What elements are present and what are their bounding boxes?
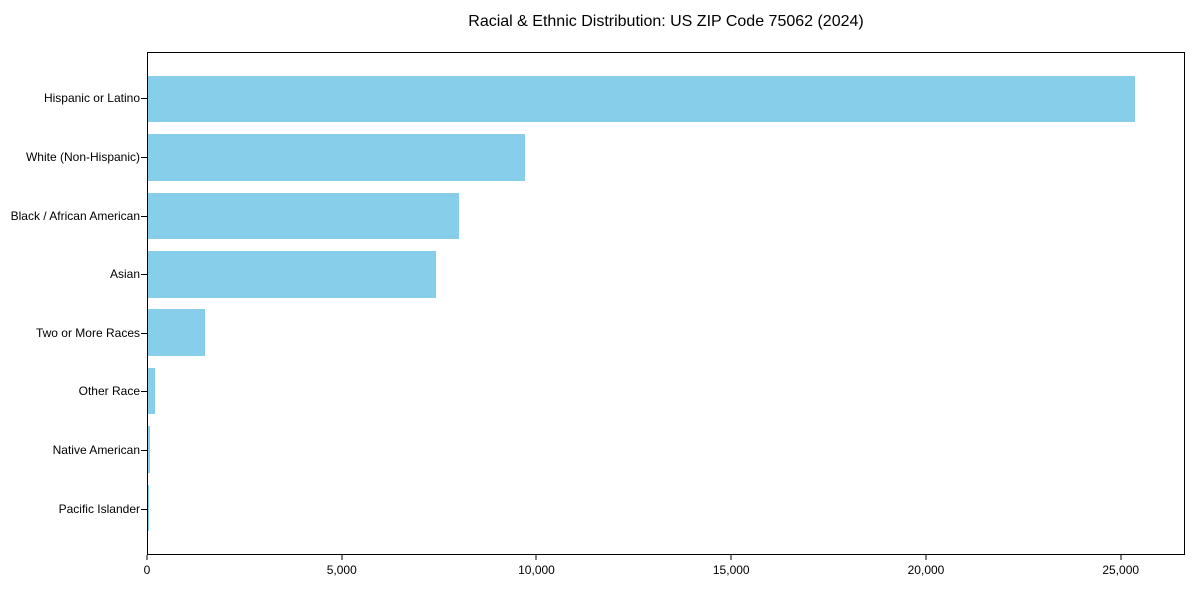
y-tick-label: Pacific Islander bbox=[58, 501, 140, 516]
bar-6 bbox=[148, 426, 150, 473]
y-tick-mark bbox=[141, 156, 147, 158]
x-tick-mark bbox=[341, 555, 343, 560]
y-tick-mark bbox=[141, 98, 147, 100]
bar-5 bbox=[148, 367, 156, 415]
x-tick-label: 5,000 bbox=[326, 563, 357, 577]
y-tick-mark bbox=[141, 332, 147, 334]
x-tick-mark bbox=[925, 555, 927, 560]
x-tick-label: 15,000 bbox=[712, 563, 750, 577]
y-tick-mark bbox=[141, 450, 147, 452]
y-tick-mark bbox=[141, 274, 147, 276]
bar-2 bbox=[148, 192, 459, 240]
y-tick-label: White (Non-Hispanic) bbox=[25, 149, 140, 164]
bar-7 bbox=[148, 484, 149, 532]
x-tick-label: 10,000 bbox=[518, 563, 555, 577]
bar-4 bbox=[148, 309, 205, 357]
bar-1 bbox=[148, 134, 526, 181]
y-tick-label: Two or More Races bbox=[35, 325, 140, 340]
y-axis-ticks bbox=[141, 52, 147, 555]
y-tick-mark bbox=[141, 508, 147, 510]
y-tick-label: Black / African American bbox=[10, 208, 140, 223]
y-axis-labels: Hispanic or Latino White (Non-Hispanic) Bl… bbox=[0, 52, 140, 555]
y-tick-label: Asian bbox=[109, 267, 140, 282]
x-tick-label: 20,000 bbox=[907, 563, 945, 577]
chart-title: Racial & Ethnic Distribution: US ZIP Cod… bbox=[468, 13, 864, 30]
x-tick-mark bbox=[535, 555, 537, 560]
plot-area bbox=[147, 52, 1185, 555]
x-tick-mark bbox=[1120, 555, 1122, 560]
bar-0 bbox=[148, 75, 1136, 123]
y-tick-label: Other Race bbox=[78, 384, 140, 399]
y-tick-mark bbox=[141, 215, 147, 217]
x-axis: 0 5,000 10,000 15,000 20,000 25,000 bbox=[143, 555, 1185, 587]
x-tick-mark bbox=[146, 555, 148, 560]
x-tick-label: 25,000 bbox=[1102, 563, 1140, 577]
bars-area bbox=[148, 53, 1184, 554]
x-tick-label: 0 bbox=[143, 563, 151, 577]
bar-3 bbox=[148, 250, 436, 298]
y-tick-mark bbox=[141, 391, 147, 393]
x-tick-mark bbox=[730, 555, 732, 560]
y-tick-label: Native American bbox=[52, 443, 140, 458]
y-tick-label: Hispanic or Latino bbox=[43, 91, 140, 106]
